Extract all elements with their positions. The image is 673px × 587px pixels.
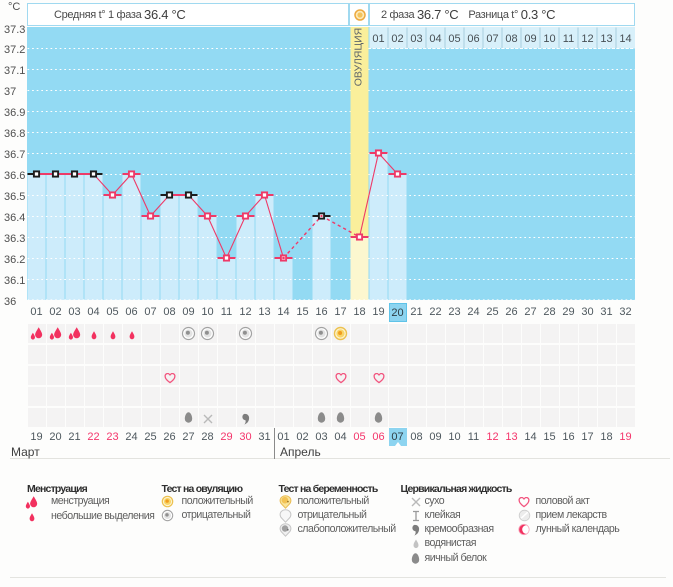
svg-text:06: 06: [467, 33, 479, 45]
svg-text:14: 14: [619, 33, 631, 45]
svg-text:10: 10: [543, 33, 555, 45]
svg-text:04: 04: [429, 33, 441, 45]
svg-text:08: 08: [505, 33, 517, 45]
svg-text:07: 07: [486, 33, 498, 45]
svg-text:12: 12: [581, 33, 593, 45]
svg-text:13: 13: [600, 33, 612, 45]
svg-text:11: 11: [563, 33, 574, 45]
svg-text:03: 03: [410, 33, 422, 45]
svg-text:09: 09: [524, 33, 536, 45]
svg-text:01: 01: [372, 33, 384, 45]
svg-text:ОВУЛЯЦИЯ: ОВУЛЯЦИЯ: [352, 28, 364, 87]
svg-text:05: 05: [448, 33, 460, 45]
svg-text:02: 02: [391, 33, 403, 45]
